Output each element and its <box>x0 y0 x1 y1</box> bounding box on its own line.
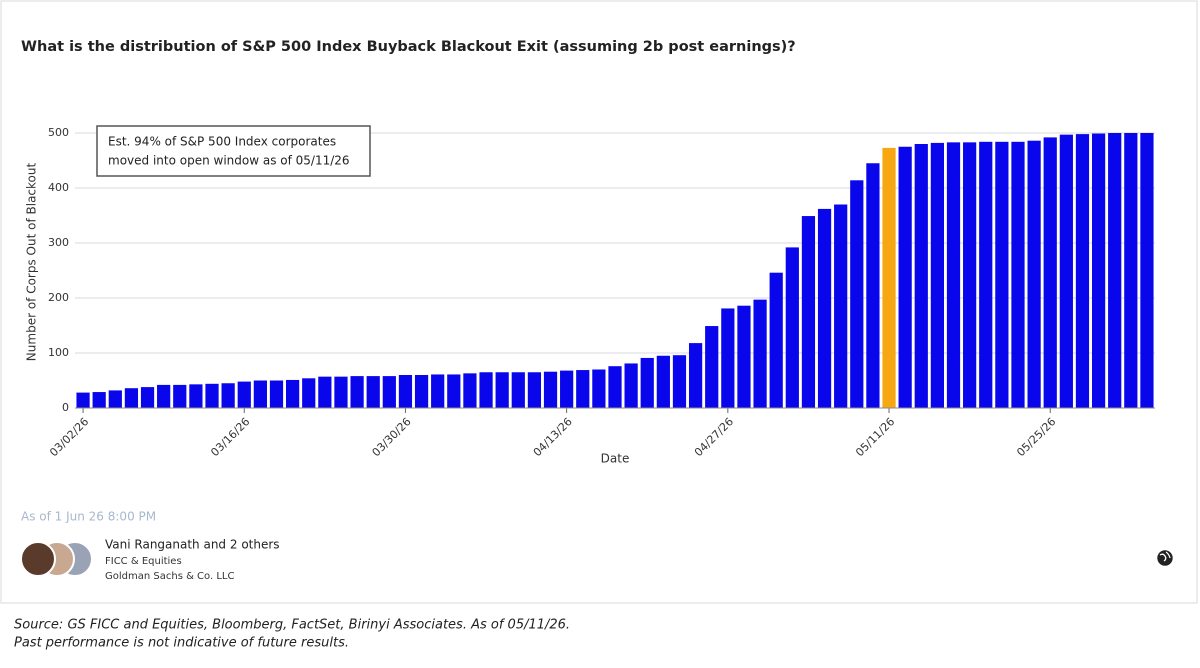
bar <box>624 363 638 408</box>
avatars[interactable] <box>20 541 93 577</box>
bar <box>302 378 316 408</box>
bar <box>640 357 654 408</box>
bar <box>785 247 799 408</box>
bar <box>560 370 574 408</box>
globe-icon[interactable] <box>1157 550 1173 566</box>
bar <box>834 204 848 408</box>
y-axis-label: Number of Corps Out of Blackout <box>25 163 39 362</box>
bar <box>898 146 912 408</box>
bar <box>479 372 493 408</box>
bar <box>801 216 816 408</box>
bar <box>688 343 703 408</box>
author-name[interactable]: Vani Ranganath and 2 others <box>105 538 280 552</box>
bar <box>205 383 219 408</box>
bar <box>866 163 880 408</box>
bar <box>608 366 622 408</box>
bar <box>431 374 445 408</box>
bar <box>1075 134 1090 408</box>
bar <box>769 272 783 408</box>
bar <box>672 355 687 408</box>
bar <box>318 376 332 408</box>
bar <box>269 380 284 408</box>
bar <box>914 144 928 408</box>
bar <box>527 372 542 408</box>
bar <box>366 376 380 408</box>
annotation-text: moved into open window as of 05/11/26 <box>108 154 350 168</box>
bar <box>1091 133 1106 409</box>
bar <box>76 392 90 408</box>
bar <box>1108 133 1122 408</box>
disclaimer: Past performance is not indicative of fu… <box>14 636 349 651</box>
bar <box>495 372 509 408</box>
author-team: FICC & Equities <box>105 556 182 567</box>
y-tick-label: 0 <box>62 401 69 414</box>
bar <box>737 305 751 408</box>
bar <box>576 370 590 408</box>
annotation-text: Est. 94% of S&P 500 Index corporates <box>108 135 336 149</box>
bar <box>447 374 461 408</box>
bar <box>592 369 606 408</box>
y-tick-label: 500 <box>48 126 69 139</box>
bar <box>721 308 735 408</box>
bar <box>157 384 171 408</box>
bar <box>1011 141 1025 409</box>
x-axis-label: Date <box>601 452 630 466</box>
y-tick-label: 300 <box>48 236 69 249</box>
bar <box>543 371 558 408</box>
bar <box>656 355 670 408</box>
bar <box>221 383 235 408</box>
bar <box>1043 137 1057 408</box>
bar <box>882 147 896 408</box>
bar <box>140 387 155 408</box>
bar <box>979 141 993 409</box>
chart-title: What is the distribution of S&P 500 Inde… <box>21 39 796 55</box>
y-tick-label: 200 <box>48 291 69 304</box>
bar <box>414 375 429 408</box>
bar <box>817 208 832 408</box>
bar <box>286 379 300 408</box>
timestamp: As of 1 Jun 26 8:00 PM <box>21 510 156 524</box>
bar <box>1027 140 1041 408</box>
bar <box>850 180 864 408</box>
bar <box>92 392 106 408</box>
bar <box>173 384 187 408</box>
bar <box>930 142 944 408</box>
y-tick-label: 400 <box>48 181 69 194</box>
bar <box>946 142 961 408</box>
bar <box>382 376 396 408</box>
bar <box>753 299 767 408</box>
bar <box>511 372 525 408</box>
bar <box>350 376 364 408</box>
bar <box>237 381 251 408</box>
y-tick-label: 100 <box>48 346 69 359</box>
source-note: Source: GS FICC and Equities, Bloomberg,… <box>14 618 570 633</box>
bar <box>963 142 977 408</box>
bar <box>1059 134 1073 408</box>
bar <box>995 141 1009 409</box>
avatar <box>20 541 56 577</box>
bar <box>334 376 348 408</box>
author-firm: Goldman Sachs & Co. LLC <box>105 571 234 582</box>
bar <box>398 375 413 408</box>
bar <box>1140 133 1154 408</box>
bar <box>463 373 477 408</box>
bar <box>189 384 203 408</box>
bar <box>108 390 122 408</box>
bar <box>705 326 719 408</box>
bar <box>253 380 267 408</box>
bar <box>1124 133 1138 408</box>
annotation-box <box>96 125 371 177</box>
bar <box>124 388 139 408</box>
